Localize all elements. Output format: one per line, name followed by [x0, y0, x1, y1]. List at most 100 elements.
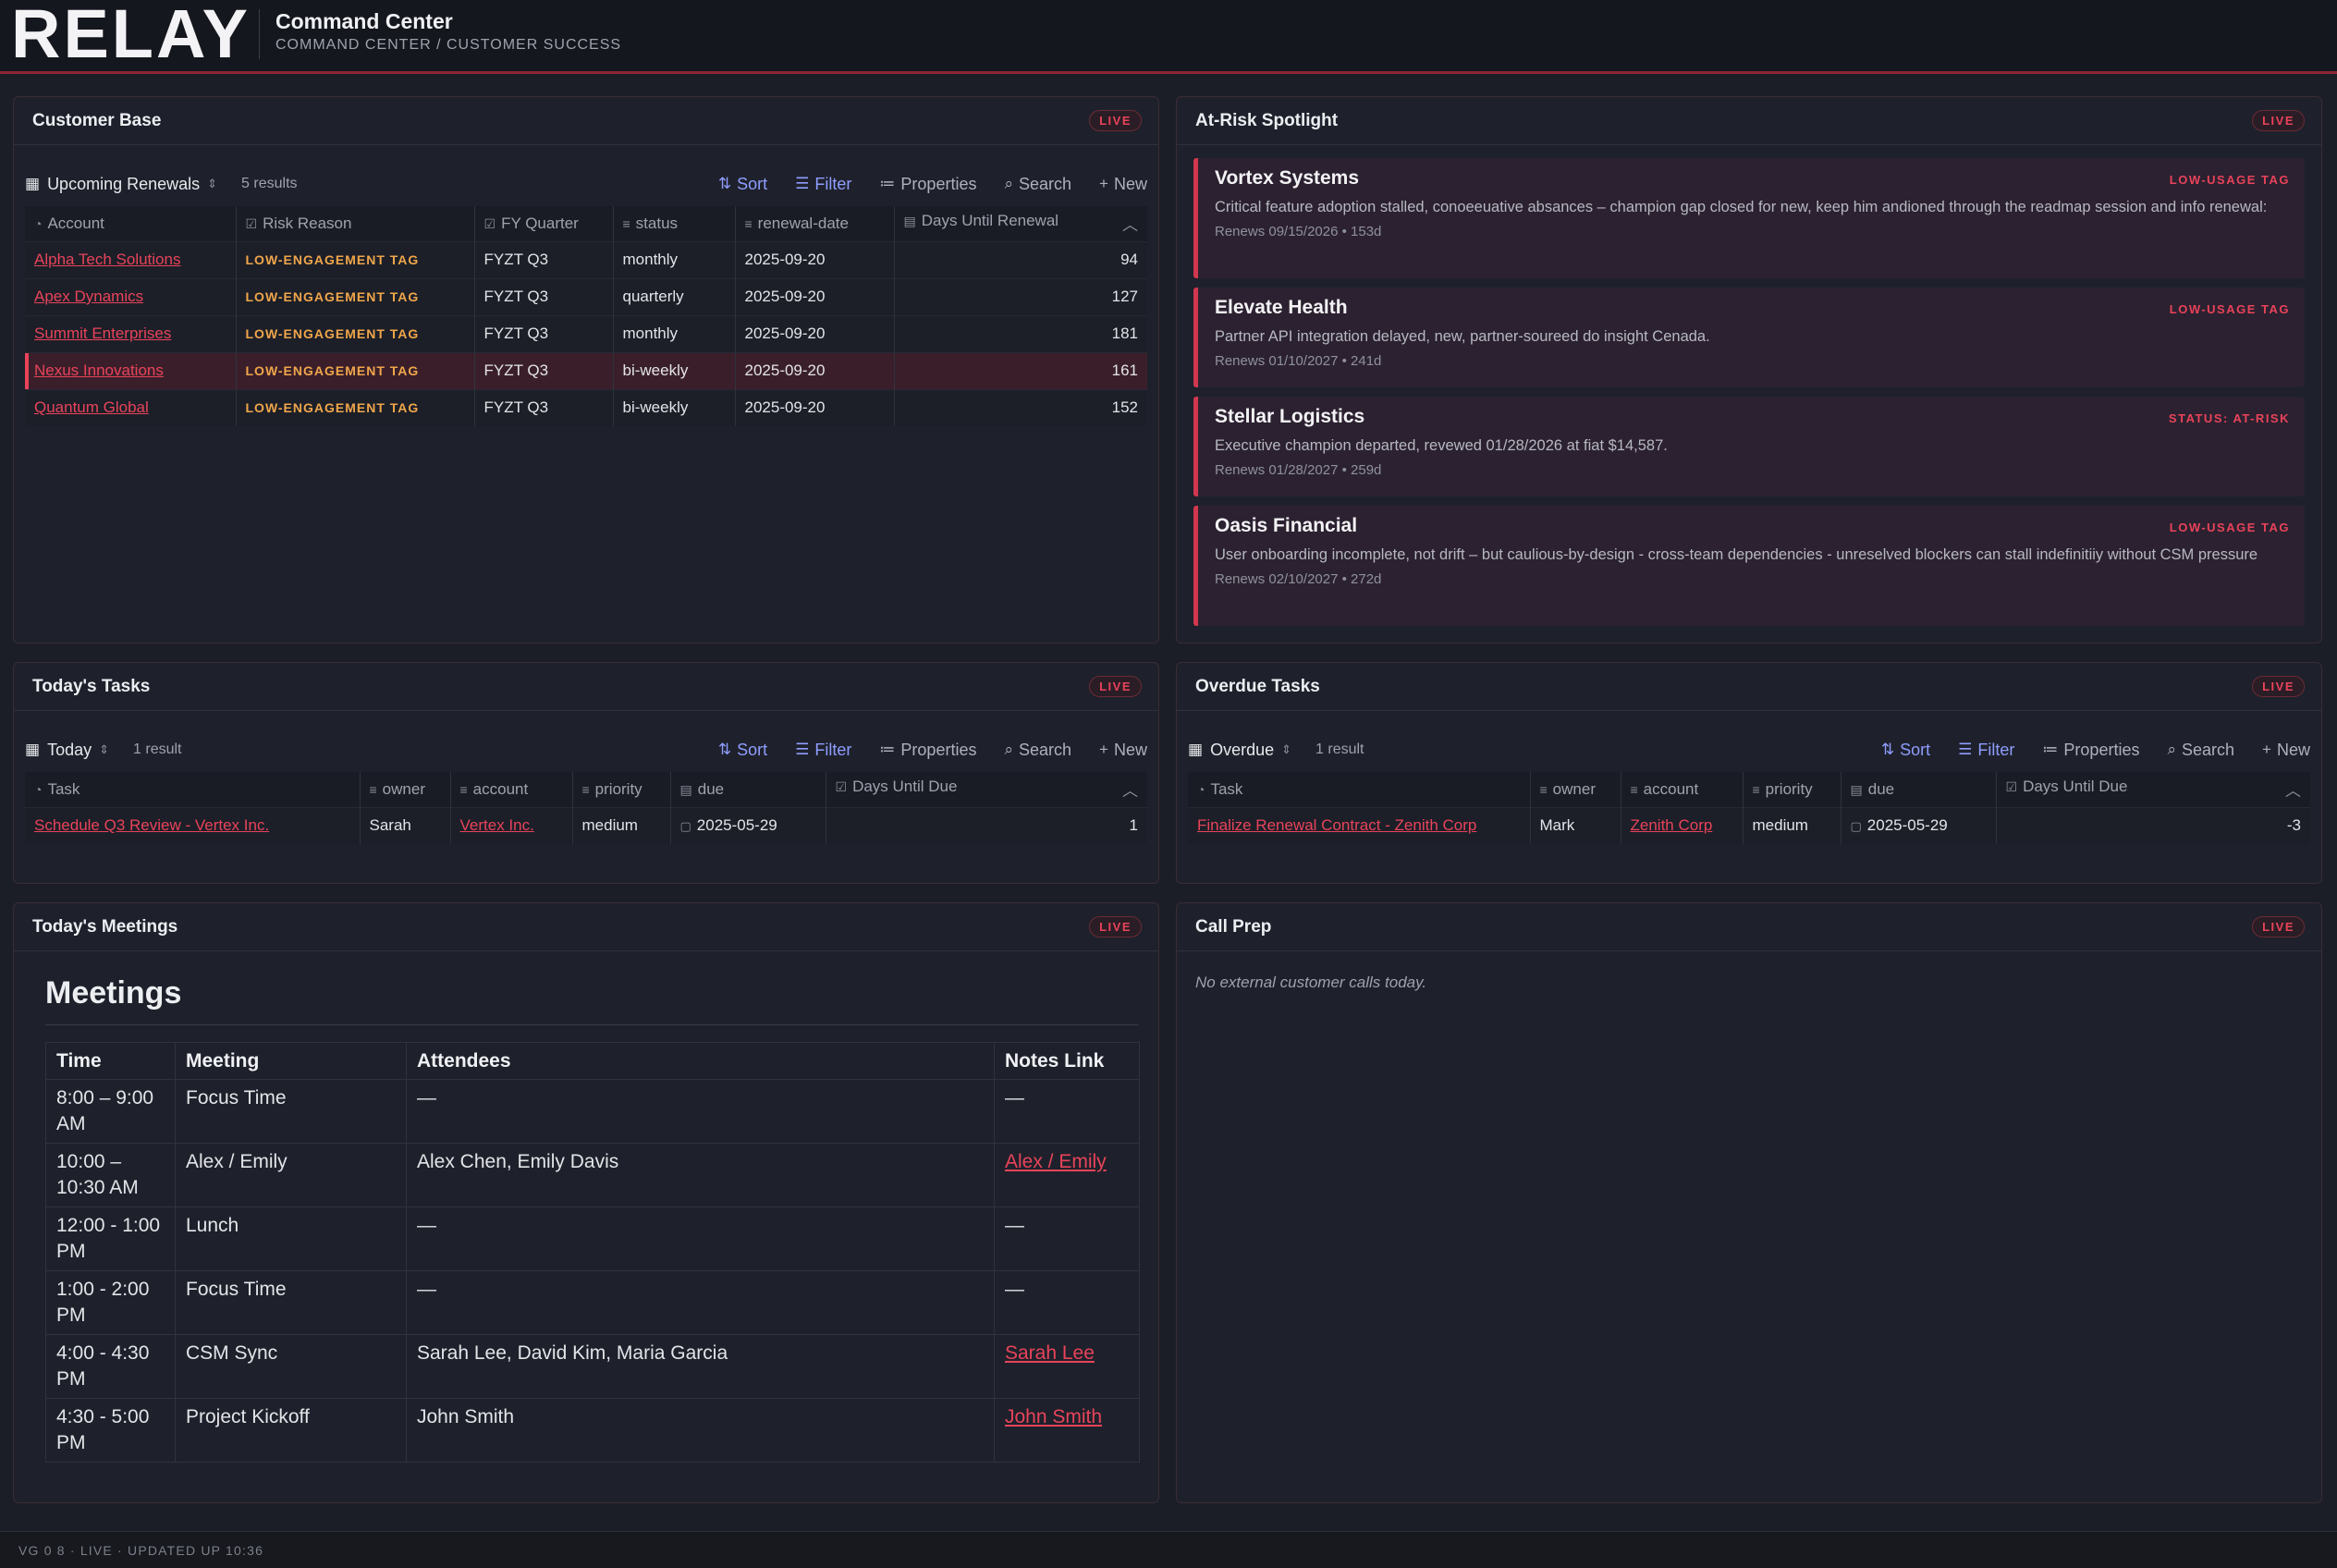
owner-cell: Mark	[1530, 806, 1621, 844]
plus-icon: +	[1099, 741, 1108, 758]
filter-button[interactable]: ☰ Filter	[1958, 741, 2014, 760]
risk-card-tag: LOW-USAGE TAG	[2169, 302, 2290, 316]
column-header-time: Time	[45, 1042, 176, 1080]
priority-cell: medium	[572, 806, 671, 844]
account-link[interactable]: Alpha Tech Solutions	[34, 251, 181, 268]
table-row[interactable]: Alpha Tech Solutions LOW-ENGAGEMENT TAG …	[25, 240, 1147, 278]
view-name: Today	[47, 740, 92, 759]
new-button[interactable]: + New	[1099, 741, 1147, 760]
chevron-up-icon[interactable]: ︿	[1122, 216, 1138, 235]
search-button[interactable]: ⌕ Search	[1004, 175, 1071, 194]
owner-cell: Sarah	[360, 806, 451, 844]
column-header-days-until-renewal[interactable]: ▤ Days Until Renewal ︿	[894, 206, 1147, 241]
table-row-highlighted[interactable]: Nexus Innovations LOW-ENGAGEMENT TAG FYZ…	[25, 351, 1147, 389]
new-button[interactable]: + New	[2262, 741, 2310, 760]
task-link[interactable]: Finalize Renewal Contract - Zenith Corp	[1197, 816, 1477, 835]
top-bar: RELAY Command Center COMMAND CENTER / CU…	[0, 0, 2337, 74]
panel-title: Overdue Tasks	[1195, 676, 1320, 696]
column-header-account[interactable]: ≡ account	[450, 772, 573, 807]
column-header-days-until-due[interactable]: ☑ Days Until Due ︿	[826, 772, 1147, 807]
properties-button[interactable]: ≔ Properties	[879, 175, 976, 194]
sort-icon: ⇅	[717, 175, 732, 192]
breadcrumb: COMMAND CENTER / CUSTOMER SUCCESS	[275, 37, 622, 53]
filter-label: Filter	[814, 740, 852, 759]
db-toolbar: ▦ Upcoming Renewals ⇕ 5 results ⇅ Sort ☰ F…	[25, 162, 1147, 206]
live-badge: LIVE	[2252, 676, 2305, 697]
chevron-up-icon[interactable]: ︿	[1122, 782, 1138, 801]
task-link[interactable]: Schedule Q3 Review - Vertex Inc.	[34, 816, 270, 835]
filter-button[interactable]: ☰ Filter	[795, 741, 851, 760]
column-header-account[interactable]: ◔ Account	[25, 206, 237, 241]
fy-quarter-cell: FYZT Q3	[474, 314, 614, 352]
filter-button[interactable]: ☰ Filter	[795, 175, 851, 194]
account-link[interactable]: Summit Enterprises	[34, 325, 172, 342]
account-link[interactable]: Vertex Inc.	[459, 816, 534, 835]
column-header-days-until-due[interactable]: ☑ Days Until Due ︿	[1996, 772, 2310, 807]
notes-link[interactable]: John Smith	[1005, 1406, 1103, 1427]
column-header-account[interactable]: ≡ account	[1621, 772, 1744, 807]
search-button[interactable]: ⌕ Search	[1004, 741, 1071, 760]
column-header-priority[interactable]: ≡ priority	[1743, 772, 1841, 807]
properties-button[interactable]: ≔ Properties	[2042, 741, 2139, 760]
column-header-meeting: Meeting	[175, 1042, 407, 1080]
column-header-risk-reason[interactable]: ☑ Risk Reason	[236, 206, 475, 241]
panel-header: Customer Base LIVE	[14, 97, 1158, 145]
meeting-cell: Lunch	[175, 1207, 407, 1271]
table-row[interactable]: Finalize Renewal Contract - Zenith Corp …	[1188, 806, 2310, 844]
view-selector[interactable]: ▦ Overdue ⇕	[1188, 741, 1291, 760]
search-icon: ⌕	[1004, 175, 1013, 192]
search-button[interactable]: ⌕ Search	[2167, 741, 2234, 760]
view-selector[interactable]: ▦ Upcoming Renewals ⇕	[25, 175, 217, 194]
table-row[interactable]: Apex Dynamics LOW-ENGAGEMENT TAG FYZT Q3…	[25, 277, 1147, 315]
status-cell: bi-weekly	[613, 351, 736, 389]
time-cell: 1:00 - 2:00 PM	[45, 1270, 176, 1335]
risk-card[interactable]: Elevate Health LOW-USAGE TAG Partner API…	[1193, 288, 2305, 387]
status-cell: quarterly	[613, 277, 736, 315]
properties-button[interactable]: ≔ Properties	[879, 741, 976, 760]
sort-icon: ⇅	[717, 741, 732, 758]
column-header-due[interactable]: ▤ due	[670, 772, 826, 807]
sort-button[interactable]: ⇅ Sort	[718, 175, 767, 194]
view-name: Overdue	[1210, 740, 1275, 759]
account-link[interactable]: Nexus Innovations	[34, 361, 164, 379]
time-cell: 4:30 - 5:00 PM	[45, 1398, 176, 1463]
column-header-due[interactable]: ▤ due	[1841, 772, 1997, 807]
table-row[interactable]: Quantum Global LOW-ENGAGEMENT TAG FYZT Q…	[25, 388, 1147, 426]
column-header-fy-quarter[interactable]: ☑ FY Quarter	[474, 206, 614, 241]
account-link[interactable]: Apex Dynamics	[34, 288, 144, 305]
table-header-row: ◔ Task ≡ owner ≡ account ≡ priority ▤ due ☑ Da…	[1188, 772, 2310, 807]
notes-link[interactable]: Sarah Lee	[1005, 1342, 1095, 1364]
risk-card[interactable]: Stellar Logistics STATUS: AT-RISK Execut…	[1193, 397, 2305, 496]
column-header-owner[interactable]: ≡ owner	[360, 772, 451, 807]
table-row[interactable]: Summit Enterprises LOW-ENGAGEMENT TAG FY…	[25, 314, 1147, 352]
properties-icon: ≔	[879, 175, 896, 192]
meeting-cell: Alex / Emily	[175, 1143, 407, 1207]
calendar-icon: ▢	[1850, 819, 1862, 834]
risk-card[interactable]: Oasis Financial LOW-USAGE TAG User onboa…	[1193, 506, 2305, 626]
attendees-cell: John Smith	[406, 1398, 995, 1463]
notes-link[interactable]: Alex / Emily	[1005, 1151, 1107, 1172]
column-header-task[interactable]: ◔ Task	[1188, 772, 1531, 807]
new-button[interactable]: + New	[1099, 175, 1147, 194]
table-row[interactable]: Schedule Q3 Review - Vertex Inc. Sarah V…	[25, 806, 1147, 844]
sort-button[interactable]: ⇅ Sort	[1881, 741, 1930, 760]
column-header-renewal-date[interactable]: ≡ renewal-date	[735, 206, 895, 241]
filter-icon: ☰	[795, 741, 810, 758]
attendees-cell: —	[406, 1207, 995, 1271]
account-link[interactable]: Quantum Global	[34, 398, 149, 417]
column-header-status[interactable]: ≡ status	[613, 206, 736, 241]
renewals-table: ◔ Account ☑ Risk Reason ☑ FY Quarter ≡ statu…	[25, 206, 1147, 426]
days-cell: 1	[826, 806, 1147, 844]
renewal-date-cell: 2025-09-20	[735, 388, 895, 426]
column-header-task[interactable]: ◔ Task	[25, 772, 361, 807]
chevron-up-icon[interactable]: ︿	[2285, 782, 2301, 801]
days-cell: -3	[1996, 806, 2310, 844]
column-header-priority[interactable]: ≡ priority	[572, 772, 671, 807]
sort-button[interactable]: ⇅ Sort	[718, 741, 767, 760]
view-selector[interactable]: ▦ Today ⇕	[25, 741, 109, 760]
account-link[interactable]: Zenith Corp	[1630, 816, 1713, 835]
risk-card[interactable]: Vortex Systems LOW-USAGE TAG Critical fe…	[1193, 158, 2305, 278]
column-header-owner[interactable]: ≡ owner	[1530, 772, 1621, 807]
divider	[45, 1024, 1138, 1025]
due-cell: ▢ 2025-05-29	[670, 806, 826, 844]
